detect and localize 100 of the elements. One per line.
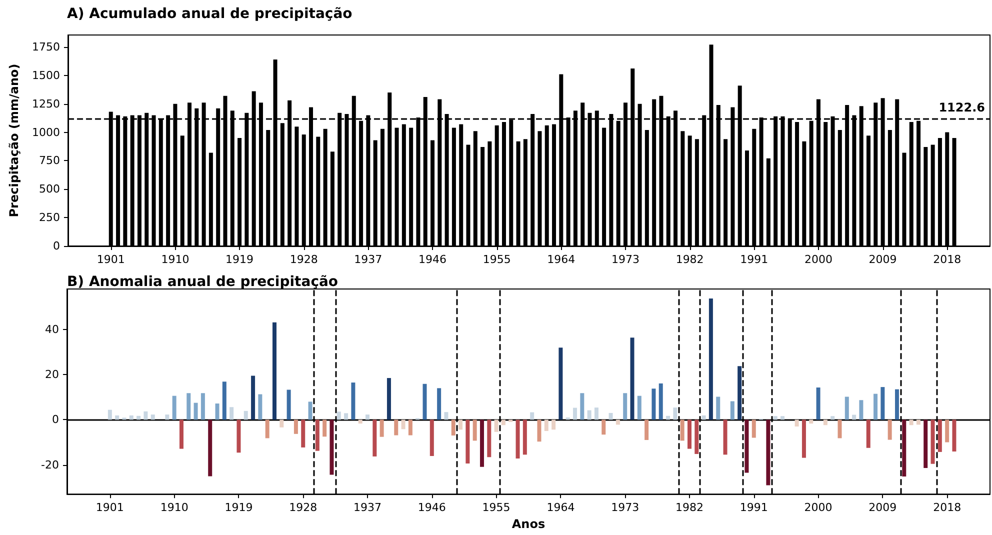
bar — [351, 382, 356, 420]
bar — [194, 402, 198, 420]
x-tick-label: 1955 — [482, 253, 511, 266]
bar — [408, 420, 412, 436]
bar — [924, 420, 928, 468]
bar — [230, 407, 234, 420]
bar — [265, 420, 270, 438]
bar — [838, 420, 842, 438]
bar — [315, 420, 320, 451]
bar — [580, 393, 584, 420]
bar — [823, 420, 828, 426]
y-tick-label: 20 — [45, 368, 59, 382]
bar — [444, 412, 448, 420]
x-tick-label: 1910 — [161, 253, 190, 266]
x-tick-label: 1991 — [740, 253, 768, 266]
bar — [487, 420, 492, 458]
bar — [844, 396, 849, 420]
x-tick-label: 1982 — [675, 501, 704, 514]
bar — [258, 394, 262, 420]
bar — [608, 412, 613, 420]
y-tick-label: 1250 — [32, 97, 60, 110]
x-tick-label: 2009 — [868, 253, 897, 266]
bar — [780, 416, 785, 420]
x-tick-label: 2000 — [804, 253, 832, 266]
bar — [558, 348, 563, 420]
x-tick-label: 1964 — [546, 501, 575, 514]
bar — [938, 420, 942, 452]
bar — [380, 420, 384, 437]
bar — [916, 420, 920, 425]
bar — [144, 411, 148, 420]
bar — [616, 420, 620, 425]
bar — [594, 408, 598, 420]
bar — [437, 388, 442, 420]
y-tick-label: 1750 — [32, 40, 60, 54]
y-tick-label: 0 — [53, 240, 60, 252]
bar — [244, 410, 248, 420]
bar — [480, 420, 484, 467]
bar — [952, 420, 956, 452]
x-tick-label: 1919 — [224, 501, 253, 514]
bar — [630, 338, 634, 420]
bar — [866, 420, 870, 448]
bar — [186, 393, 191, 420]
bar — [544, 420, 548, 431]
y-tick-label: 250 — [39, 211, 60, 224]
bar — [880, 387, 885, 420]
x-tick-label: 1901 — [96, 501, 124, 514]
bar — [723, 420, 728, 455]
bar — [522, 420, 527, 455]
bar — [336, 412, 341, 420]
chart-title: B) Anomalia anual de precipitação — [67, 274, 338, 290]
x-tick-label: 1937 — [354, 253, 382, 266]
bar — [129, 415, 134, 420]
y-tick-label: 1000 — [32, 126, 60, 139]
bar — [802, 420, 806, 458]
x-tick-label: 1928 — [290, 253, 318, 266]
x-tick-label: 1991 — [740, 501, 768, 514]
bar — [794, 420, 799, 426]
bar — [830, 416, 835, 420]
bar — [874, 394, 878, 420]
bar — [852, 414, 856, 420]
x-tick-label: 1910 — [160, 501, 188, 514]
bar — [172, 396, 176, 420]
x-tick-label: 1964 — [547, 253, 576, 266]
y-tick-label: 750 — [39, 154, 60, 168]
bar — [136, 416, 141, 420]
bar — [458, 420, 463, 430]
y-tick-label: 0 — [52, 413, 59, 426]
bar — [738, 366, 742, 420]
bar — [644, 420, 649, 440]
bar — [286, 390, 291, 420]
x-tick-label: 1955 — [482, 501, 510, 514]
bar — [322, 420, 327, 437]
x-tick-label: 1973 — [611, 501, 640, 514]
bar — [236, 420, 241, 453]
bar — [451, 420, 456, 436]
bar — [165, 414, 170, 420]
x-tick-label: 1982 — [676, 253, 704, 266]
bar — [587, 410, 592, 420]
bar — [602, 420, 606, 435]
bar — [680, 420, 684, 441]
bar — [702, 415, 706, 420]
x-tick-label: 1946 — [418, 253, 447, 266]
bar — [658, 383, 663, 420]
bar — [652, 388, 656, 420]
bar — [909, 420, 914, 426]
x-tick-label: 1901 — [96, 253, 125, 266]
x-tick-label: 1928 — [289, 501, 318, 514]
bar — [344, 413, 348, 420]
y-tick-label: 40 — [45, 323, 59, 336]
y-tick-label: 500 — [39, 182, 60, 196]
bar — [744, 420, 749, 473]
x-tick-label: 1973 — [611, 253, 640, 266]
bar — [552, 420, 556, 430]
x-tick-label: 2009 — [868, 501, 897, 514]
bar — [945, 420, 950, 442]
bar — [272, 322, 276, 420]
bar — [809, 420, 814, 424]
bar — [816, 387, 820, 420]
bar — [308, 402, 312, 420]
bar — [251, 376, 256, 420]
